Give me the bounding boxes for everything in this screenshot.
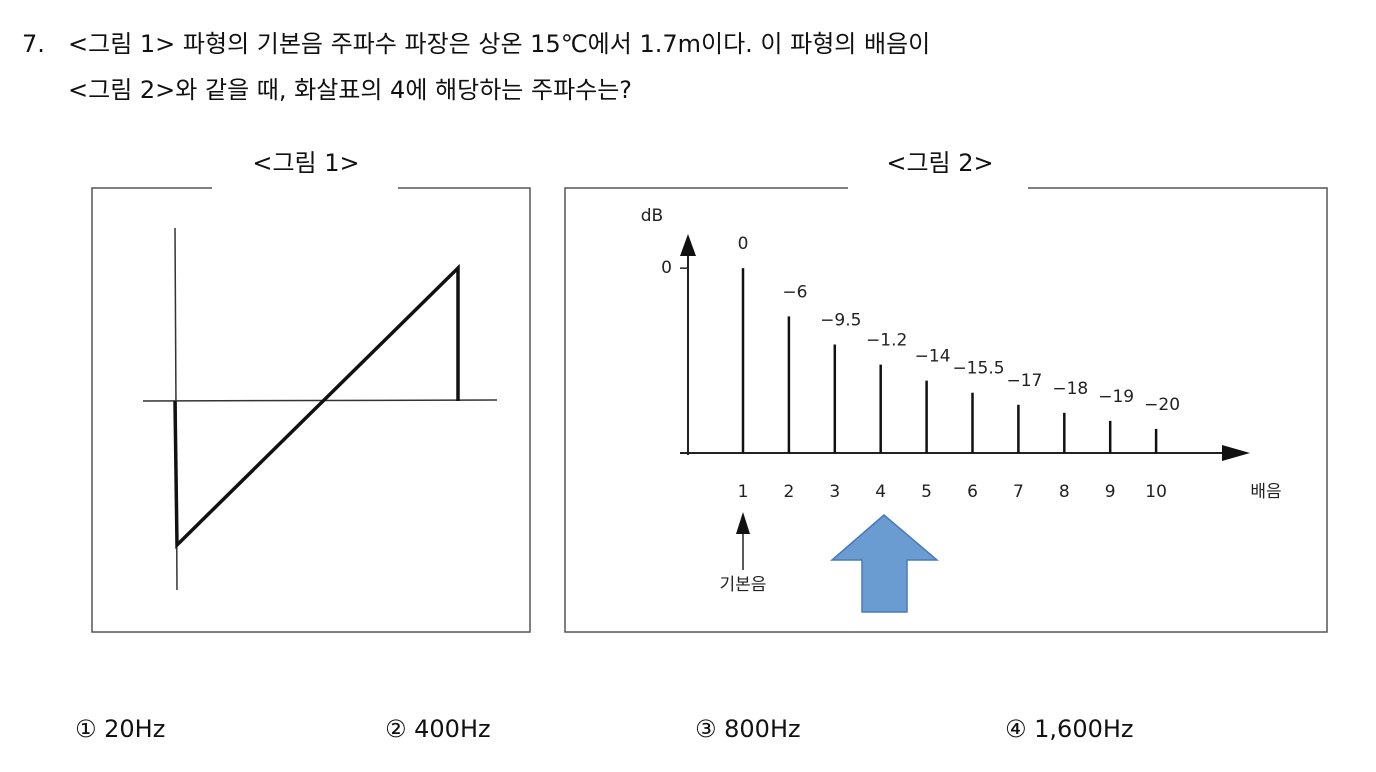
question-number: 7. [22,30,45,58]
figure-title: <그림 1> [252,149,359,177]
choice: ① 20Hz [75,715,165,743]
figure-frame [564,187,1328,633]
value-label: −14 [915,347,951,367]
value-label: −20 [1144,395,1180,415]
value-label: −19 [1098,387,1134,407]
figure-frame [91,187,531,633]
x-tick-label: 3 [829,482,840,502]
x-tick-label: 1 [738,482,749,502]
x-tick-label: 4 [875,482,886,502]
question-line: <그림 1> 파형의 기본음 주파수 파장은 상온 15℃에서 1.7m이다. … [68,30,930,58]
x-axis-label: 배음 [1250,482,1281,502]
arrow-head [736,512,750,534]
value-label: −18 [1052,379,1088,399]
arrow-head [680,234,696,256]
annotation: 기본음 [720,575,767,595]
arrow-head [1222,445,1250,461]
x-tick-label: 9 [1105,482,1116,502]
choice: ④ 1,600Hz [1005,715,1134,743]
figure-title: <그림 2> [886,149,993,177]
x-tick-label: 5 [921,482,932,502]
value-label: 0 [738,234,749,254]
x-tick-label: 8 [1059,482,1070,502]
y-axis-label: dB [641,206,663,226]
x-tick-label: 2 [783,482,794,502]
sawtooth-wave [173,263,460,550]
axis [142,399,498,402]
value-label: −15.5 [952,359,1004,379]
title-gap [212,170,398,204]
value-label: −9.5 [820,311,861,331]
x-tick-label: 7 [1013,482,1024,502]
x-tick-label: 10 [1145,482,1167,502]
value-label: −17 [1006,371,1042,391]
value-label: −6 [782,282,807,302]
title-gap [848,170,1028,204]
highlight-arrow [829,514,940,613]
value-label: −1.2 [866,331,907,351]
choice: ③ 800Hz [695,715,801,743]
y-tick-label: 0 [661,258,672,278]
choice: ② 400Hz [385,715,491,743]
question-line: <그림 2>와 같을 때, 화살표의 4에 해당하는 주파수는? [68,76,632,104]
x-tick-label: 6 [967,482,978,502]
